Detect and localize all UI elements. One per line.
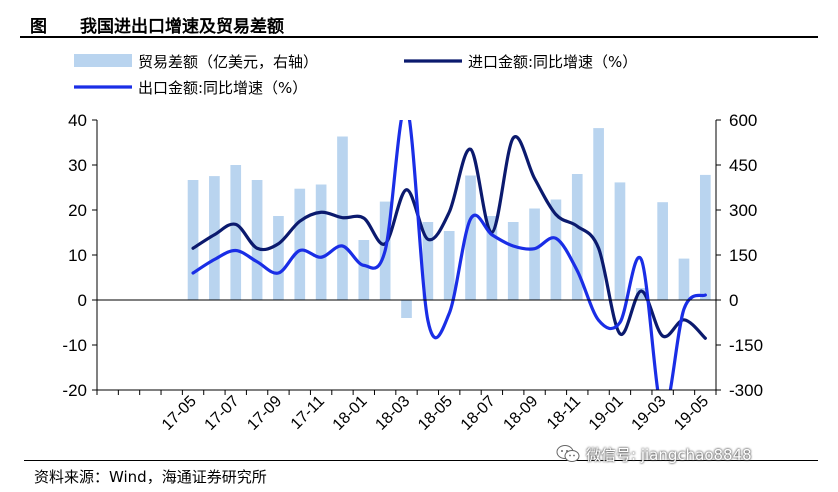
line-series — [191, 120, 707, 390]
bar-17-06 — [209, 176, 220, 300]
x-tick-label: 18-07 — [458, 393, 499, 434]
legend-label-trade-balance: 贸易差额（亿美元，右轴） — [138, 53, 318, 71]
bar-18-10 — [550, 199, 562, 300]
right-tick-label: -300 — [729, 381, 763, 400]
bar-18-01 — [358, 240, 370, 300]
bar-17-09 — [273, 216, 284, 300]
right-tick-label: 0 — [729, 291, 738, 310]
x-tick-label: 19-03 — [629, 393, 670, 434]
x-tick-label: 18-09 — [500, 393, 541, 434]
right-tick-label: 300 — [729, 201, 757, 220]
left-tick-label: -20 — [62, 381, 87, 400]
bar-18-12 — [593, 128, 604, 300]
left-tick-label: 0 — [78, 291, 87, 310]
title-bar: 图 我国进出口增速及贸易差额 — [20, 6, 818, 38]
bar-17-05 — [187, 180, 199, 300]
bar-18-07 — [486, 216, 498, 300]
right-tick-label: -150 — [729, 336, 763, 355]
bar-series — [187, 128, 711, 318]
export-growth-line — [191, 120, 707, 390]
bar-17-11 — [315, 184, 327, 300]
bar-18-08 — [507, 222, 519, 300]
bar-19-05 — [699, 174, 711, 300]
x-tick-label: 18-03 — [372, 393, 413, 434]
right-tick-label: 150 — [729, 246, 757, 265]
bar-17-07 — [230, 165, 242, 300]
bar-18-09 — [529, 208, 540, 300]
left-tick-label: 30 — [68, 156, 87, 175]
legend-label-export: 出口金额:同比增速（%） — [138, 79, 307, 97]
bar-18-04 — [422, 222, 434, 300]
source-text: 资料来源：Wind，海通证券研究所 — [34, 468, 267, 486]
import-growth-line — [191, 135, 707, 340]
wechat-icon — [556, 445, 580, 462]
bar-17-08 — [251, 180, 263, 300]
x-tick-label: 18-01 — [330, 393, 371, 434]
chart-title: 我国进出口增速及贸易差额 — [80, 17, 284, 37]
right-tick-label: 450 — [729, 156, 757, 175]
figure-prefix: 图 — [30, 17, 47, 37]
bar-19-04 — [678, 258, 690, 300]
bar-18-05 — [443, 231, 455, 300]
legend-bar-swatch — [74, 54, 132, 67]
left-tick-label: 20 — [68, 201, 87, 220]
watermark: 微信号: jiangchao8848 — [556, 442, 816, 468]
legend-label-import: 进口金额:同比增速（%） — [468, 53, 637, 71]
x-tick-label: 18-05 — [415, 393, 456, 434]
bar-18-11 — [571, 174, 583, 300]
bar-19-02 — [635, 288, 647, 300]
x-tick-label: 19-05 — [671, 393, 712, 434]
x-tick-label: 17-05 — [159, 393, 200, 434]
x-tick-label: 18-11 — [544, 393, 584, 433]
x-tick-label: 17-07 — [202, 393, 243, 434]
right-tick-label: 600 — [729, 111, 757, 130]
left-tick-label: 10 — [68, 246, 87, 265]
watermark-text: 微信号: jiangchao8848 — [586, 446, 752, 464]
source-note: 资料来源：Wind，海通证券研究所 — [24, 460, 818, 487]
left-tick-label: 40 — [68, 111, 87, 130]
bar-17-10 — [294, 188, 306, 300]
bar-19-01 — [614, 182, 626, 300]
bar-18-06 — [465, 175, 476, 300]
x-tick-label: 19-01 — [586, 393, 627, 434]
bar-18-03 — [401, 300, 412, 318]
x-tick-label: 17-09 — [244, 393, 285, 434]
x-tick-label: 17-11 — [288, 393, 328, 433]
bar-19-03 — [657, 202, 668, 300]
left-tick-label: -10 — [62, 336, 87, 355]
